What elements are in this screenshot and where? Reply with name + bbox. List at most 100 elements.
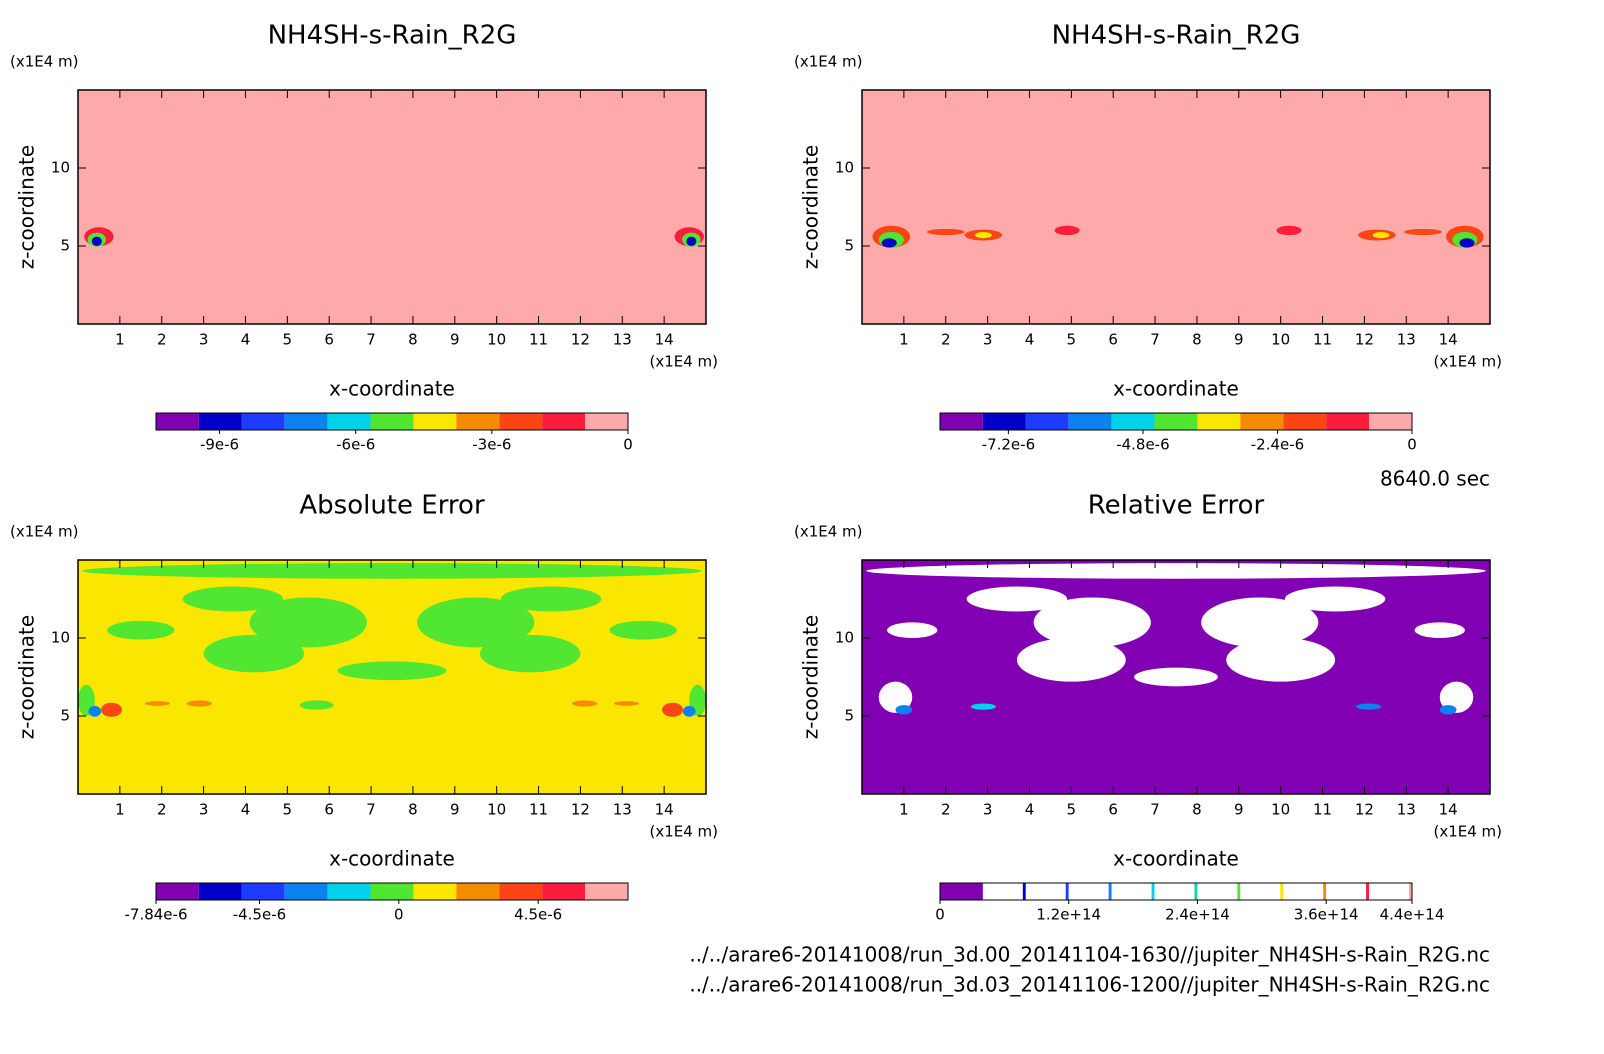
contour-region — [609, 620, 677, 640]
contour-region — [970, 703, 996, 710]
colorbar-swatch — [198, 883, 242, 900]
y-units: (x1E4 m) — [10, 523, 79, 541]
y-axis-label: z-coordinate — [799, 145, 823, 269]
x-tick-label: 11 — [529, 801, 548, 819]
contour-region — [662, 702, 683, 717]
colorbar-swatch — [1111, 413, 1155, 430]
colorbar-swatch — [456, 883, 500, 900]
colorbar-swatch — [1154, 883, 1198, 900]
y-tick-label: 10 — [51, 629, 70, 647]
x-tick-label: 8 — [1192, 331, 1202, 349]
contour-region — [144, 701, 171, 706]
x-units: (x1E4 m) — [649, 823, 718, 841]
colorbar-line — [1409, 883, 1412, 900]
contour-region — [1033, 597, 1151, 648]
contour-region — [500, 586, 602, 612]
x-tick-label: 14 — [1439, 801, 1458, 819]
contour-region — [1372, 231, 1390, 239]
x-tick-label: 1 — [899, 801, 909, 819]
contour-shapes — [872, 225, 1484, 248]
x-tick-label: 12 — [1355, 331, 1374, 349]
contour-region — [417, 597, 535, 648]
x-tick-label: 7 — [1150, 331, 1160, 349]
colorbar-tick-label: -9e-6 — [200, 436, 239, 454]
x-tick-label: 5 — [1067, 331, 1077, 349]
contour-region — [895, 705, 913, 715]
contour-region — [186, 700, 212, 707]
contour-region — [1404, 228, 1442, 236]
colorbar-line — [1022, 883, 1026, 900]
contour-region — [926, 228, 965, 236]
colorbar-swatch — [413, 883, 457, 900]
colorbar-swatch — [585, 413, 628, 430]
colorbar-tick-label: 0 — [394, 906, 404, 924]
x-tick-label: 8 — [408, 331, 418, 349]
colorbar-swatch — [1154, 413, 1198, 430]
x-tick-label: 9 — [450, 801, 460, 819]
x-tick-label: 4 — [241, 801, 251, 819]
file-path: ../../arare6-20141008/run_3d.00_20141104… — [689, 943, 1490, 967]
y-units: (x1E4 m) — [794, 53, 863, 71]
x-tick-label: 2 — [941, 801, 951, 819]
contour-region — [887, 622, 938, 638]
contour-region — [1226, 638, 1336, 682]
colorbar-tick-label: 4.4e+14 — [1380, 906, 1445, 924]
colorbar-tick-label: -2.4e-6 — [1251, 436, 1304, 454]
colorbar-swatch — [327, 413, 371, 430]
x-axis-label: x-coordinate — [329, 847, 455, 871]
contour-region — [249, 597, 367, 648]
y-tick-label: 10 — [51, 159, 70, 177]
x-tick-label: 6 — [1108, 331, 1118, 349]
y-tick-label: 10 — [835, 629, 854, 647]
x-tick-label: 5 — [283, 801, 293, 819]
contour-region — [1054, 225, 1080, 236]
x-tick-label: 14 — [655, 801, 674, 819]
colorbar-tick-label: -7.84e-6 — [125, 906, 188, 924]
x-axis-label: x-coordinate — [329, 377, 455, 401]
colorbar-swatch — [1326, 883, 1370, 900]
contour-region — [1276, 225, 1302, 236]
contour-region — [82, 563, 702, 579]
x-tick-label: 3 — [983, 801, 993, 819]
y-tick-label: 5 — [60, 237, 70, 255]
colorbar-swatch — [1240, 883, 1284, 900]
contour-shapes — [84, 227, 704, 247]
colorbar-swatch — [456, 413, 500, 430]
contour-region — [572, 700, 598, 707]
x-tick-label: 7 — [366, 331, 376, 349]
x-tick-label: 14 — [655, 331, 674, 349]
colorbar-tick-label: -7.2e-6 — [982, 436, 1035, 454]
panel-title: Relative Error — [1088, 491, 1265, 521]
colorbar-swatch — [1068, 883, 1112, 900]
contour-shapes — [866, 563, 1486, 715]
x-tick-label: 4 — [1025, 801, 1035, 819]
x-tick-label: 10 — [487, 801, 506, 819]
colorbar-swatch — [1369, 413, 1412, 430]
colorbar-line — [1151, 883, 1155, 900]
colorbar-swatch — [499, 413, 543, 430]
x-tick-label: 4 — [1025, 331, 1035, 349]
x-tick-label: 2 — [157, 331, 167, 349]
colorbar-frame — [155, 882, 629, 901]
x-tick-label: 2 — [157, 801, 167, 819]
x-tick-label: 6 — [1108, 801, 1118, 819]
contour-region — [881, 238, 897, 248]
x-tick-label: 2 — [941, 331, 951, 349]
x-tick-label: 1 — [115, 801, 125, 819]
contour-region — [1201, 597, 1319, 648]
contour-region — [479, 634, 581, 673]
colorbar-swatch — [284, 413, 328, 430]
y-axis-label: z-coordinate — [15, 145, 39, 269]
colorbar-swatch — [284, 883, 328, 900]
colorbar-tick-label: 0 — [1407, 436, 1417, 454]
x-tick-label: 5 — [283, 331, 293, 349]
colorbar-swatch — [1111, 883, 1155, 900]
y-tick-label: 10 — [835, 159, 854, 177]
y-tick-label: 5 — [844, 707, 854, 725]
contour-region — [613, 701, 640, 706]
x-tick-label: 5 — [1067, 801, 1077, 819]
x-tick-label: 7 — [366, 801, 376, 819]
colorbar-line — [1237, 883, 1241, 900]
x-tick-label: 1 — [115, 331, 125, 349]
